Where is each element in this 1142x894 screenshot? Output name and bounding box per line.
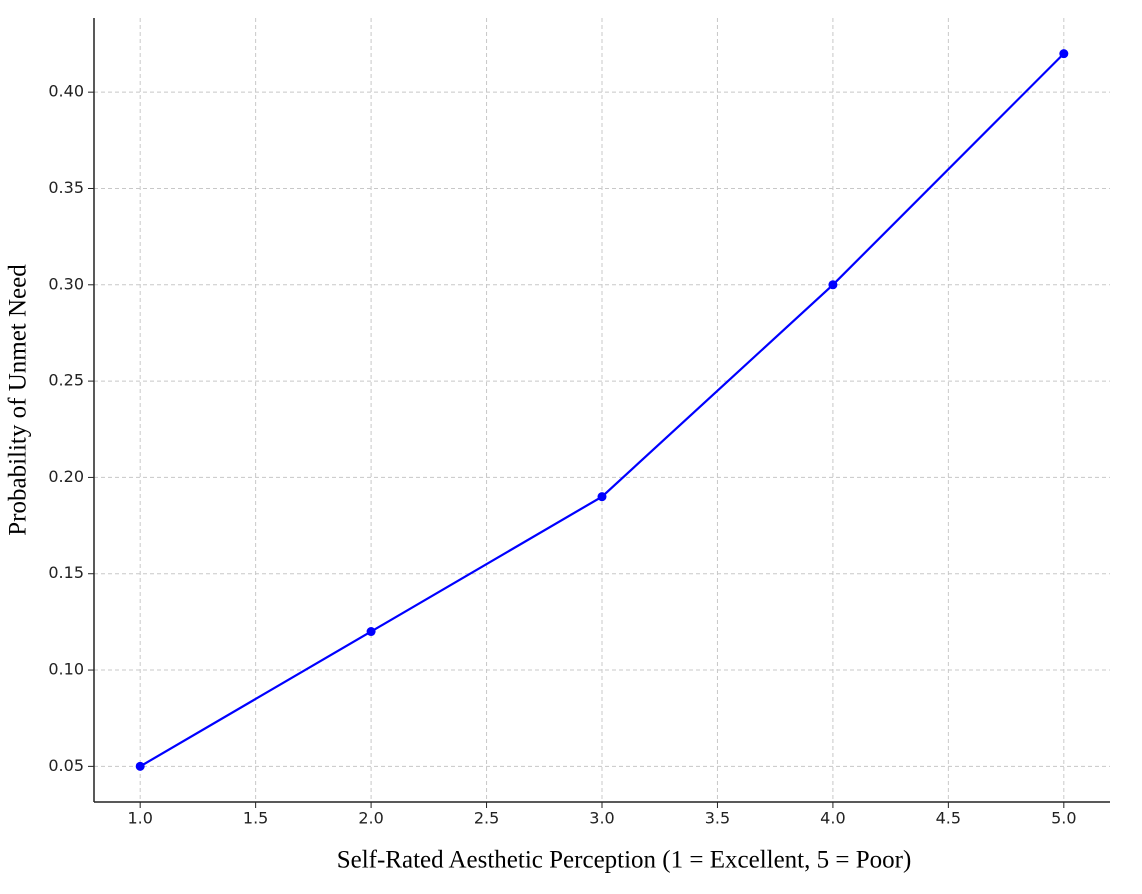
point <box>135 761 145 771</box>
x-tick-label: 2.0 <box>358 809 383 828</box>
y-tick-label: 0.25 <box>48 371 84 390</box>
point <box>366 627 376 637</box>
x-axis-label: Self-Rated Aesthetic Perception (1 = Exc… <box>337 847 912 874</box>
y-tick-label: 0.20 <box>48 467 84 486</box>
point <box>1059 49 1069 59</box>
y-tick-label: 0.10 <box>48 660 84 679</box>
y-tick-label: 0.05 <box>48 756 84 775</box>
x-tick-label: 2.5 <box>474 809 499 828</box>
y-axis-label: Probability of Unmet Need <box>5 264 32 536</box>
x-tick-label: 1.0 <box>127 809 152 828</box>
y-tick-label: 0.30 <box>48 274 84 293</box>
y-tick-label: 0.40 <box>48 82 84 101</box>
y-tick-label: 0.15 <box>48 563 84 582</box>
x-tick-label: 3.0 <box>589 809 614 828</box>
x-tick-label: 3.5 <box>705 809 730 828</box>
x-tick-label: 4.0 <box>820 809 845 828</box>
point <box>597 492 607 502</box>
point <box>828 280 838 290</box>
y-tick-label: 0.35 <box>48 178 84 197</box>
x-tick-label: 4.5 <box>936 809 961 828</box>
x-tick-label: 1.5 <box>243 809 268 828</box>
x-tick-label: 5.0 <box>1051 809 1076 828</box>
